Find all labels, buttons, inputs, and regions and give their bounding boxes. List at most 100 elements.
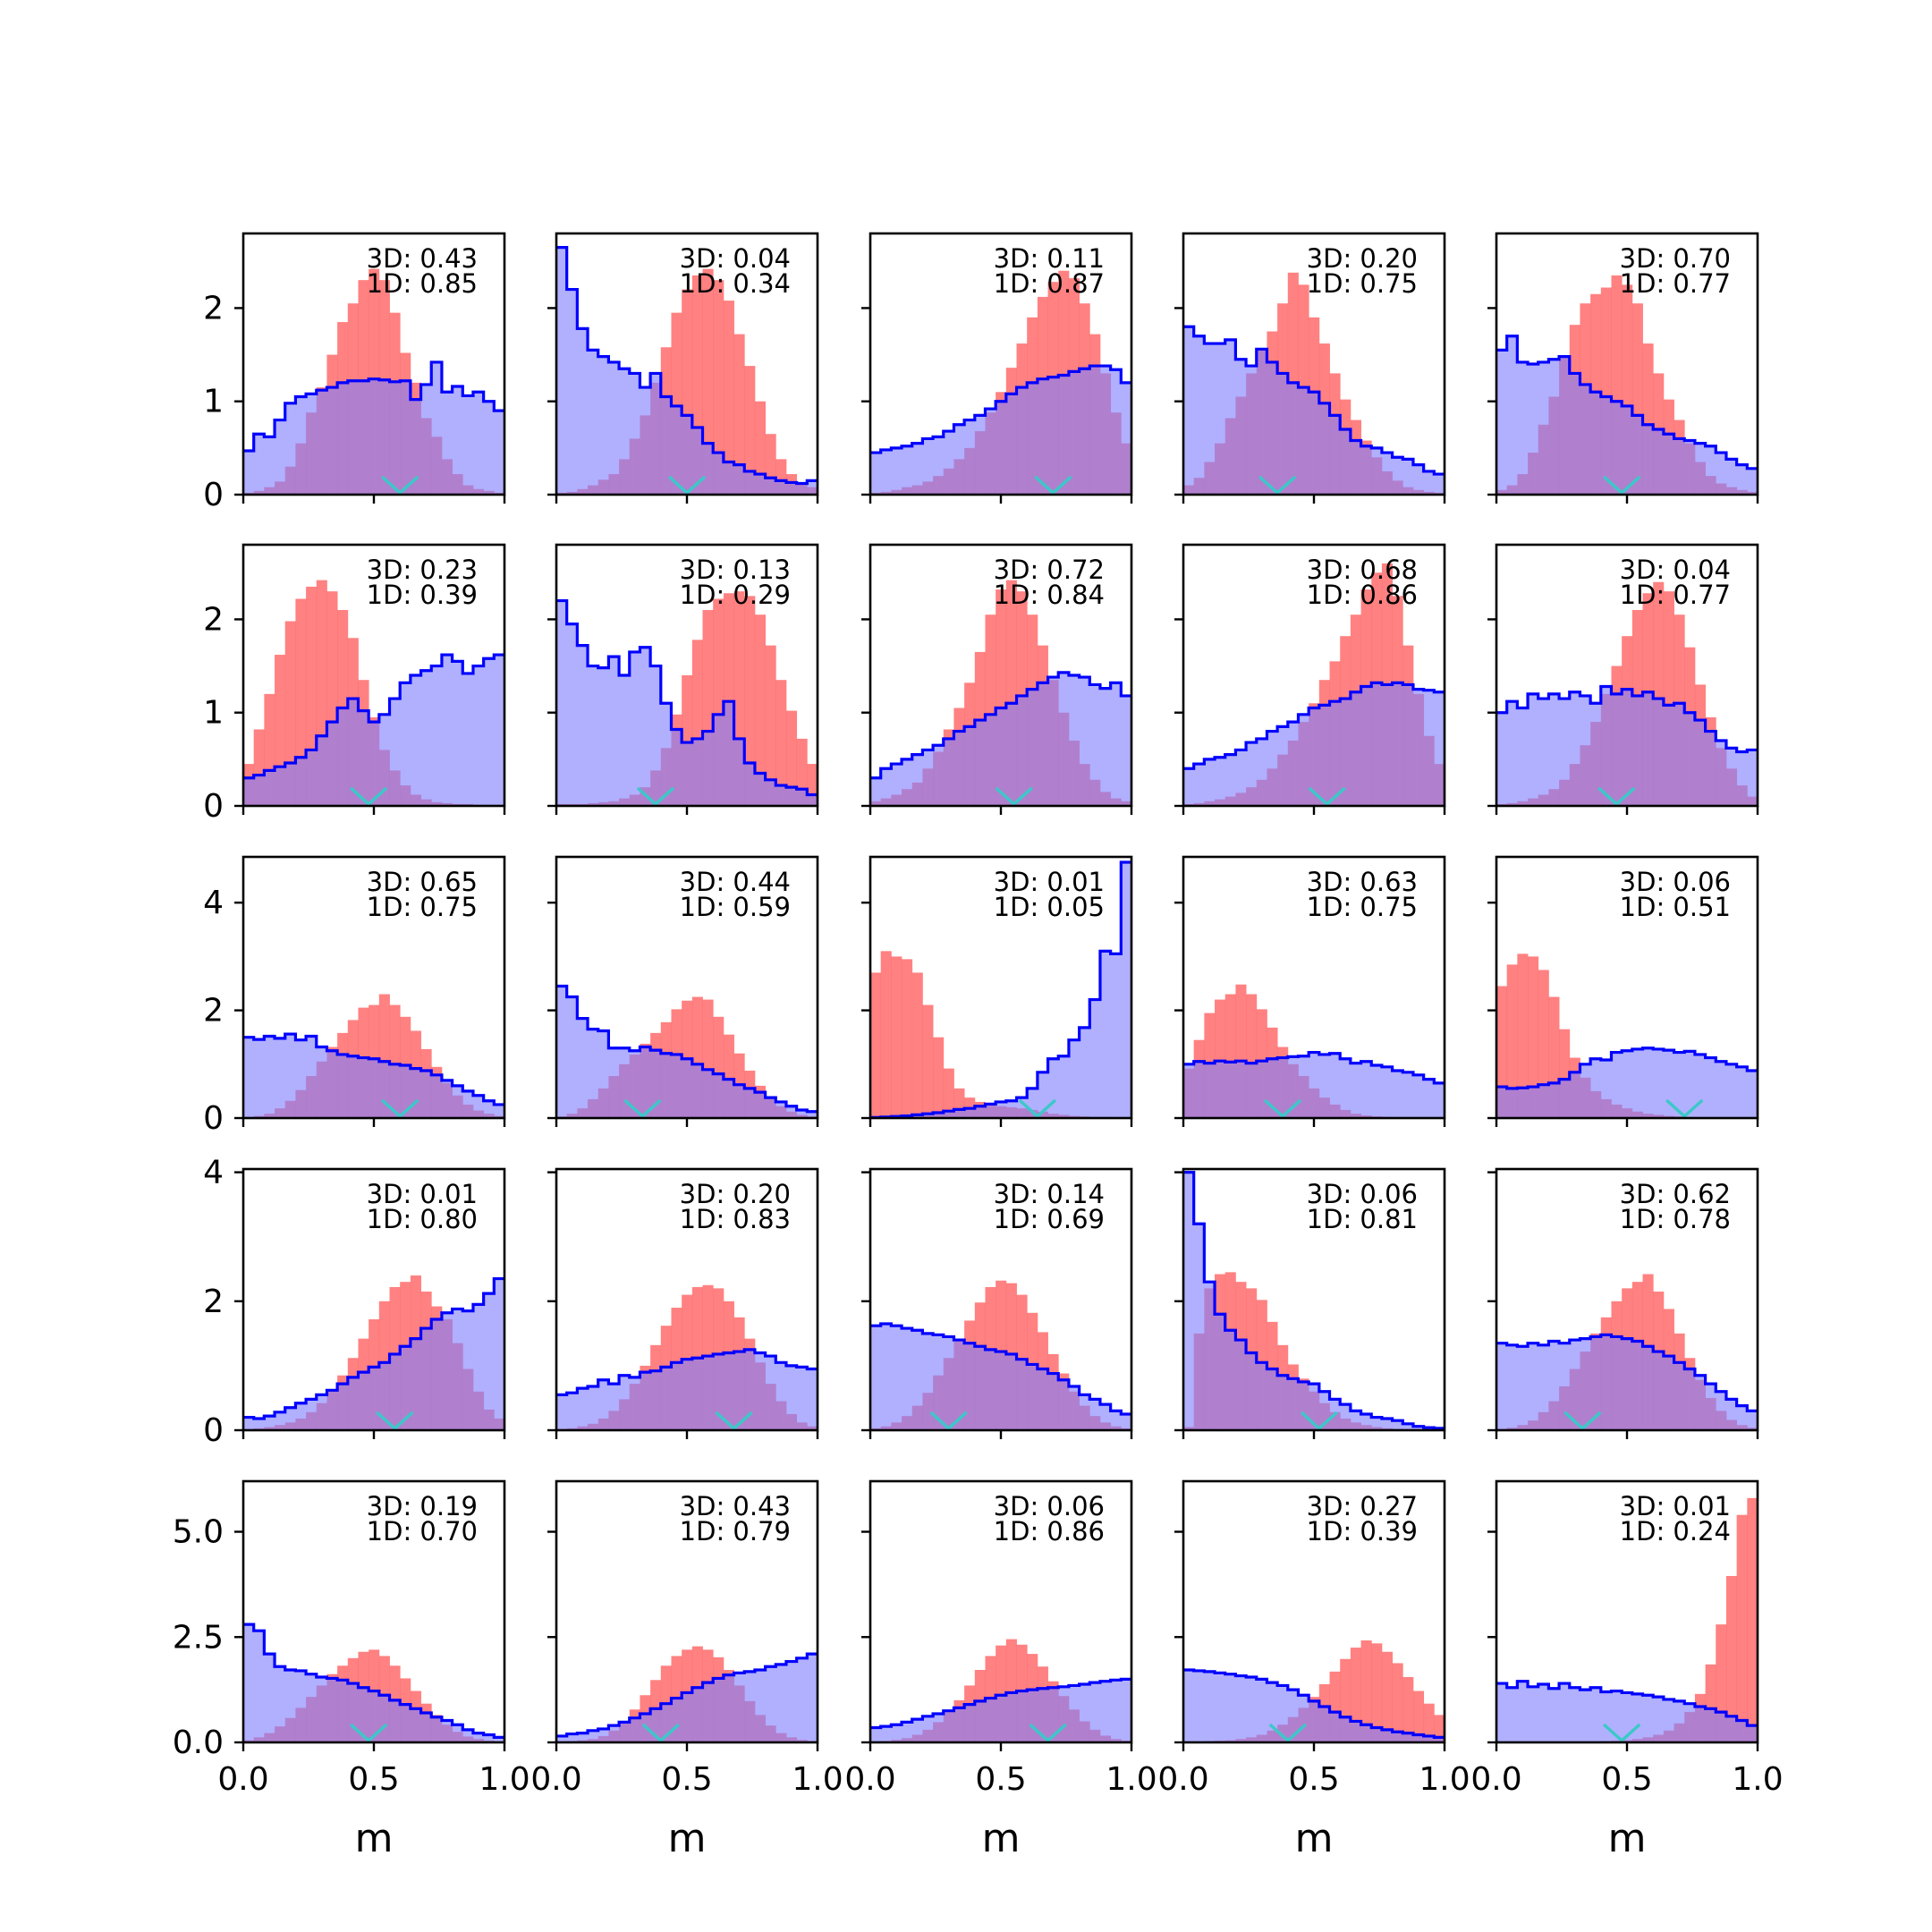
annotation-3d: 3D: 0.43 xyxy=(367,243,478,274)
blue-hist-step-line xyxy=(1496,684,1758,754)
x-axis-label: m xyxy=(982,1816,1021,1861)
annotation-1d: 1D: 0.85 xyxy=(367,268,478,299)
x-tick-label: 0.0 xyxy=(844,1761,895,1798)
blue-hist-step-line xyxy=(1496,1333,1758,1412)
value-marker xyxy=(995,786,1033,807)
value-marker xyxy=(1029,1723,1067,1743)
annotation-3d: 3D: 0.04 xyxy=(680,243,791,274)
blue-hist-fill xyxy=(1496,686,1758,806)
red-hist-bar xyxy=(284,621,296,806)
blue-hist-step-line xyxy=(556,1348,818,1396)
red-hist-bar xyxy=(1517,953,1529,1118)
blue-hist-step-line xyxy=(243,1623,504,1739)
blue-hist-step-line xyxy=(1496,1680,1758,1727)
y-tick-label: 0 xyxy=(203,788,224,825)
blue-hist-fill xyxy=(243,655,504,806)
red-hist-bar xyxy=(1538,970,1549,1118)
annotation-1d: 1D: 0.83 xyxy=(680,1204,791,1234)
annotation-1d: 1D: 0.39 xyxy=(1307,1516,1418,1546)
red-hist-bar xyxy=(1402,1677,1414,1742)
red-hist-bar xyxy=(775,680,787,806)
blue-hist-fill xyxy=(243,1624,504,1742)
value-marker xyxy=(1308,786,1346,807)
red-hist-bar xyxy=(1392,1663,1403,1742)
y-tick-label: 0 xyxy=(203,1100,224,1137)
red-hist-bar xyxy=(723,301,734,495)
x-tick-label: 1.0 xyxy=(792,1761,843,1798)
annotation-3d: 3D: 0.11 xyxy=(994,243,1105,274)
value-marker xyxy=(929,1411,968,1431)
blue-hist-fill xyxy=(243,1278,504,1430)
y-tick-label: 0 xyxy=(203,1412,224,1449)
value-marker xyxy=(376,1411,414,1431)
blue-hist-fill xyxy=(556,1349,818,1430)
blue-hist-step-line xyxy=(1183,325,1445,476)
annotation-1d: 1D: 0.69 xyxy=(994,1204,1105,1234)
value-marker xyxy=(1018,1098,1057,1119)
red-hist-bar xyxy=(1506,964,1518,1118)
red-hist-bar xyxy=(1360,1640,1372,1742)
value-marker xyxy=(1602,1723,1641,1743)
red-hist-bar xyxy=(1412,1690,1425,1742)
red-hist-bar xyxy=(1496,986,1508,1118)
annotation-1d: 1D: 0.78 xyxy=(1620,1204,1731,1234)
annotation-3d: 3D: 0.19 xyxy=(367,1491,478,1521)
blue-hist-fill xyxy=(556,986,818,1118)
blue-hist-fill xyxy=(870,672,1131,806)
red-hist-bar xyxy=(702,268,714,495)
blue-hist-step-line xyxy=(243,1032,504,1106)
annotation-3d: 3D: 0.27 xyxy=(1307,1491,1418,1521)
x-tick-label: 0.5 xyxy=(1601,1761,1652,1798)
value-marker xyxy=(1563,1411,1602,1431)
annotation-1d: 1D: 0.75 xyxy=(1307,892,1418,922)
annotation-1d: 1D: 0.80 xyxy=(367,1204,478,1234)
blue-hist-step-line xyxy=(243,1276,504,1420)
annotation-3d: 3D: 0.65 xyxy=(367,867,478,897)
value-marker xyxy=(381,475,419,496)
y-tick-label: 1 xyxy=(203,695,224,732)
blue-hist-step-line xyxy=(556,984,818,1114)
blue-hist-fill xyxy=(1496,1047,1758,1118)
annotation-1d: 1D: 0.39 xyxy=(367,580,478,610)
annotation-1d: 1D: 0.59 xyxy=(680,892,791,922)
x-axis-label: m xyxy=(355,1816,394,1861)
annotation-3d: 3D: 0.20 xyxy=(680,1179,791,1209)
blue-hist-step-line xyxy=(556,1652,818,1738)
annotation-1d: 1D: 0.34 xyxy=(680,268,791,299)
blue-hist-fill xyxy=(870,862,1131,1118)
annotation-3d: 3D: 0.20 xyxy=(1307,243,1418,274)
value-marker xyxy=(1665,1098,1704,1119)
red-hist-bar xyxy=(1747,1497,1758,1742)
y-tick-label: 2.5 xyxy=(173,1619,224,1656)
blue-hist-step-line xyxy=(1183,1171,1445,1430)
red-hist-bar xyxy=(1736,1514,1748,1742)
x-axis-label: m xyxy=(1608,1816,1647,1861)
red-hist-bar xyxy=(1434,1715,1445,1742)
annotation-3d: 3D: 0.06 xyxy=(994,1491,1105,1521)
x-axis-label: m xyxy=(1295,1816,1334,1861)
annotation-3d: 3D: 0.23 xyxy=(367,555,478,585)
blue-hist-fill xyxy=(1496,1335,1758,1430)
blue-hist-fill xyxy=(556,600,818,806)
annotation-1d: 1D: 0.86 xyxy=(994,1516,1105,1546)
x-tick-label: 1.0 xyxy=(1732,1761,1783,1798)
red-hist-bar xyxy=(1725,1575,1738,1742)
y-tick-label: 5.0 xyxy=(173,1514,224,1551)
blue-hist-step-line xyxy=(870,860,1131,1119)
value-marker xyxy=(381,1098,419,1119)
blue-hist-fill xyxy=(1183,1172,1445,1430)
x-tick-label: 1.0 xyxy=(1106,1761,1157,1798)
value-marker xyxy=(1597,786,1636,807)
blue-hist-fill xyxy=(870,366,1131,495)
blue-hist-step-line xyxy=(243,653,504,780)
x-tick-label: 0.0 xyxy=(1470,1761,1521,1798)
red-hist-bar xyxy=(943,1068,954,1118)
value-marker xyxy=(667,475,707,496)
y-tick-label: 0 xyxy=(203,477,224,513)
red-hist-bar xyxy=(1528,956,1539,1118)
annotation-3d: 3D: 0.06 xyxy=(1307,1179,1418,1209)
annotation-3d: 3D: 0.70 xyxy=(1620,243,1731,274)
value-marker xyxy=(1034,475,1072,496)
blue-hist-step-line xyxy=(1183,681,1445,770)
